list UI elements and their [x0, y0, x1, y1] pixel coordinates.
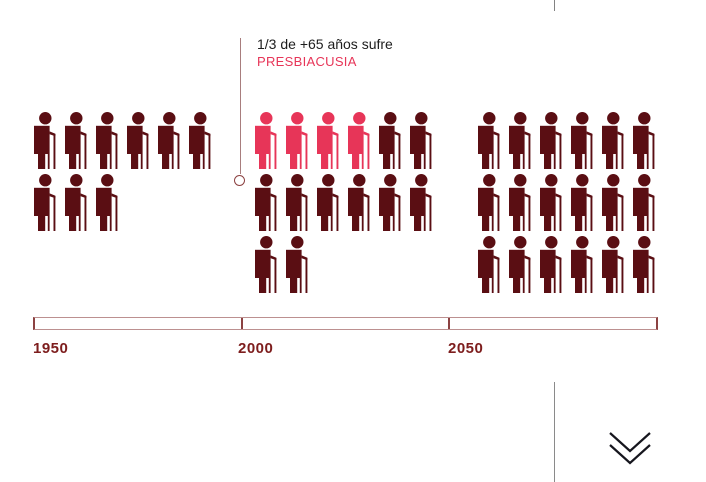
- elderly-person-with-cane-icon: [509, 112, 531, 169]
- elderly-person-with-cane-icon: [633, 112, 655, 169]
- elderly-person-with-cane-icon: [127, 112, 149, 169]
- elderly-person-with-cane-icon: [478, 174, 500, 231]
- icon-row: [255, 112, 432, 169]
- elderly-person-with-cane-icon: [286, 236, 308, 293]
- icon-row: [255, 174, 432, 231]
- elderly-person-with-cane-icon: [348, 112, 370, 169]
- elderly-person-with-cane-icon: [571, 174, 593, 231]
- timeline-divider-2050: [448, 318, 450, 329]
- elderly-person-with-cane-icon: [255, 112, 277, 169]
- elderly-person-with-cane-icon: [96, 174, 118, 231]
- annotation: 1/3 de +65 años sufre PRESBIACUSIA: [257, 35, 393, 71]
- icon-group-2000: [255, 112, 432, 298]
- elderly-person-with-cane-icon: [410, 112, 432, 169]
- elderly-person-with-cane-icon: [540, 236, 562, 293]
- elderly-person-with-cane-icon: [633, 174, 655, 231]
- elderly-person-with-cane-icon: [65, 174, 87, 231]
- elderly-person-with-cane-icon: [410, 174, 432, 231]
- year-label-1950: 1950: [33, 340, 69, 357]
- elderly-person-with-cane-icon: [34, 112, 56, 169]
- timeline-divider-2000: [241, 318, 243, 329]
- year-label-2000: 2000: [238, 340, 274, 357]
- elderly-person-with-cane-icon: [34, 174, 56, 231]
- elderly-person-with-cane-icon: [478, 112, 500, 169]
- elderly-person-with-cane-icon: [540, 174, 562, 231]
- elderly-person-with-cane-icon: [602, 236, 624, 293]
- elderly-person-with-cane-icon: [602, 112, 624, 169]
- elderly-person-with-cane-icon: [65, 112, 87, 169]
- icon-row: [478, 174, 655, 231]
- elderly-person-with-cane-icon: [540, 112, 562, 169]
- elderly-person-with-cane-icon: [317, 174, 339, 231]
- annotation-highlight-text: PRESBIACUSIA: [257, 54, 357, 69]
- elderly-person-with-cane-icon: [379, 112, 401, 169]
- elderly-person-with-cane-icon: [317, 112, 339, 169]
- elderly-person-with-cane-icon: [348, 174, 370, 231]
- elderly-person-with-cane-icon: [379, 174, 401, 231]
- annotation-connector-line: [240, 38, 241, 174]
- elderly-person-with-cane-icon: [571, 236, 593, 293]
- icon-group-1950: [34, 112, 211, 236]
- icon-group-2050: [478, 112, 655, 298]
- elderly-person-with-cane-icon: [478, 236, 500, 293]
- year-label-2050: 2050: [448, 340, 484, 357]
- annotation-text: 1/3 de +65 años sufre: [257, 36, 393, 52]
- top-guide-line: [554, 0, 555, 11]
- elderly-person-with-cane-icon: [633, 236, 655, 293]
- elderly-person-with-cane-icon: [509, 236, 531, 293]
- icon-row: [255, 236, 432, 293]
- annotation-connector-circle: [234, 175, 245, 186]
- icon-row: [478, 112, 655, 169]
- elderly-person-with-cane-icon: [255, 236, 277, 293]
- icon-row: [34, 112, 211, 169]
- timeline-bar: [33, 317, 658, 330]
- elderly-person-with-cane-icon: [96, 112, 118, 169]
- elderly-person-with-cane-icon: [158, 112, 180, 169]
- elderly-person-with-cane-icon: [189, 112, 211, 169]
- elderly-person-with-cane-icon: [286, 174, 308, 231]
- double-chevron-down-icon[interactable]: [608, 430, 652, 470]
- icon-row: [34, 174, 211, 231]
- bottom-guide-line: [554, 382, 555, 482]
- icon-row: [478, 236, 655, 293]
- elderly-person-with-cane-icon: [571, 112, 593, 169]
- elderly-person-with-cane-icon: [286, 112, 308, 169]
- elderly-person-with-cane-icon: [509, 174, 531, 231]
- elderly-person-with-cane-icon: [255, 174, 277, 231]
- elderly-person-with-cane-icon: [602, 174, 624, 231]
